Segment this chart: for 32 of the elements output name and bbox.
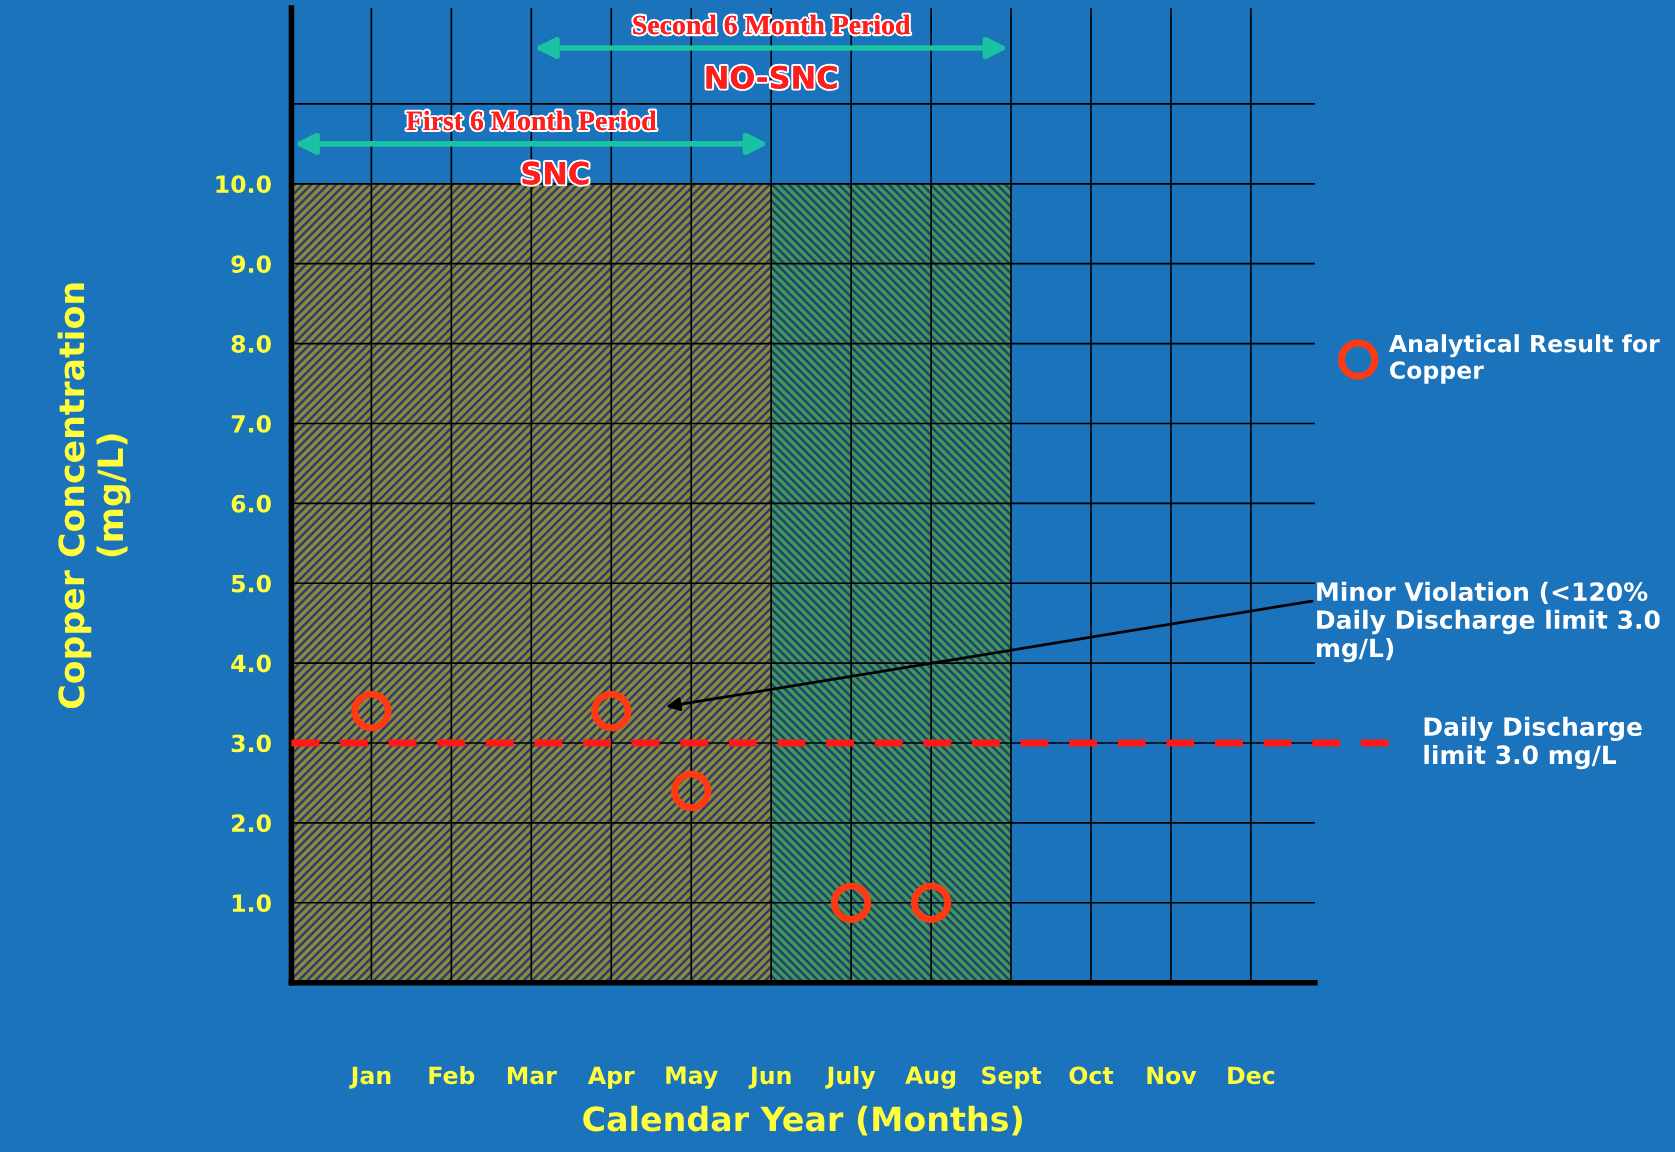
x-tick-label: Aug: [905, 1066, 956, 1089]
ref-line-label: Daily Discharge limit 3.0 mg/L: [1424, 716, 1642, 770]
x-tick-label: May: [666, 1066, 718, 1089]
point: [351, 690, 392, 732]
x-tick-label: July: [825, 1065, 876, 1090]
y-tick-label: 1.0: [232, 894, 271, 913]
point: [831, 882, 872, 923]
y-tick-label: 8.0: [231, 335, 271, 353]
x-tick-label: Oct: [1069, 1066, 1114, 1085]
x-tick-label: Jun: [748, 1066, 791, 1089]
y-tick-label: 2.0: [232, 814, 271, 833]
y-tick-label: 4.0: [231, 654, 271, 673]
y-tick-label: 5.0: [232, 574, 271, 593]
point: [671, 770, 712, 812]
y-tick-label: 10.0: [216, 175, 271, 194]
x-tick-label: Apr: [587, 1066, 635, 1089]
x-tick-label: Nov: [1147, 1066, 1197, 1085]
y-tick-label: 7.0: [231, 414, 271, 433]
point: [591, 690, 632, 732]
y-axis-title: Copper Concentration (mg/L): [57, 283, 131, 709]
y-tick-label: 9.0: [231, 255, 271, 273]
y-tick-label: 3.0: [231, 734, 271, 753]
text: Minor Violation (<120% Daily Discharge limit 3.0 mg/L): [1316, 581, 1660, 663]
point: [910, 882, 952, 923]
x-tick-label: Sept: [982, 1066, 1042, 1089]
x-tick-label: Dec: [1228, 1066, 1275, 1085]
x-axis-title: Calendar Year (Months): [583, 1105, 1022, 1136]
y-tick-label: 6.0: [231, 494, 271, 513]
x-tick-label: Feb: [429, 1065, 475, 1085]
x-tick-label: Jan: [349, 1066, 391, 1089]
legend-label: Analytical Result for Copper: [1388, 334, 1660, 384]
x-tick-label: Mar: [507, 1066, 557, 1085]
